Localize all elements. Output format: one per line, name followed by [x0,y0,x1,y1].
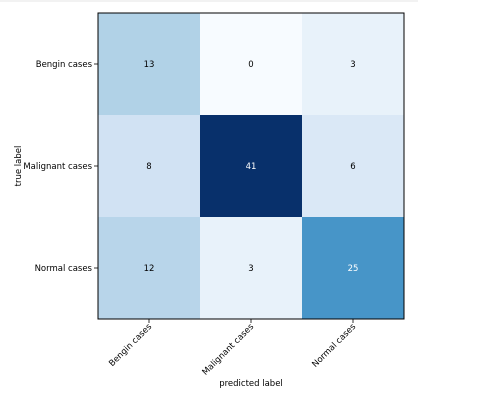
cell-value-label: 25 [348,264,359,274]
heatmap-cell [200,217,303,320]
top-divider [0,0,418,2]
heatmap-cell [302,217,405,320]
heatmap-cell [200,13,303,116]
y-axis-ticks: Bengin cases Malignant cases Normal cases [23,60,98,274]
x-axis-title: predicted label [219,379,283,389]
heatmap-cell [98,217,201,320]
heatmap-cell [302,13,405,116]
y-axis-title: true label [14,146,24,187]
cell-value-label: 41 [246,162,257,172]
y-tick-label: Bengin cases [36,60,93,70]
y-tick-label: Malignant cases [23,162,92,172]
cell-value-label: 12 [144,264,155,274]
x-tick-label: Bengin cases [107,322,154,369]
y-tick-label: Normal cases [35,264,93,274]
x-axis-ticks: Bengin cases Malignant cases Normal cases [107,319,359,378]
cell-value-label: 3 [248,264,253,274]
x-tick-label: Normal cases [310,322,358,370]
heatmap-cells [98,13,405,320]
cell-value-labels: 13 0 3 8 41 6 12 3 25 [144,60,359,274]
cell-value-label: 13 [144,60,155,70]
heatmap-cell [98,115,201,218]
x-tick-label: Malignant cases [201,322,257,378]
cell-value-label: 0 [248,60,253,70]
heatmap-cell [200,115,303,218]
cell-value-label: 3 [350,60,355,70]
cell-value-label: 6 [350,162,355,172]
heatmap-cell [98,13,201,116]
cell-value-label: 8 [146,162,151,172]
heatmap-cell [302,115,405,218]
